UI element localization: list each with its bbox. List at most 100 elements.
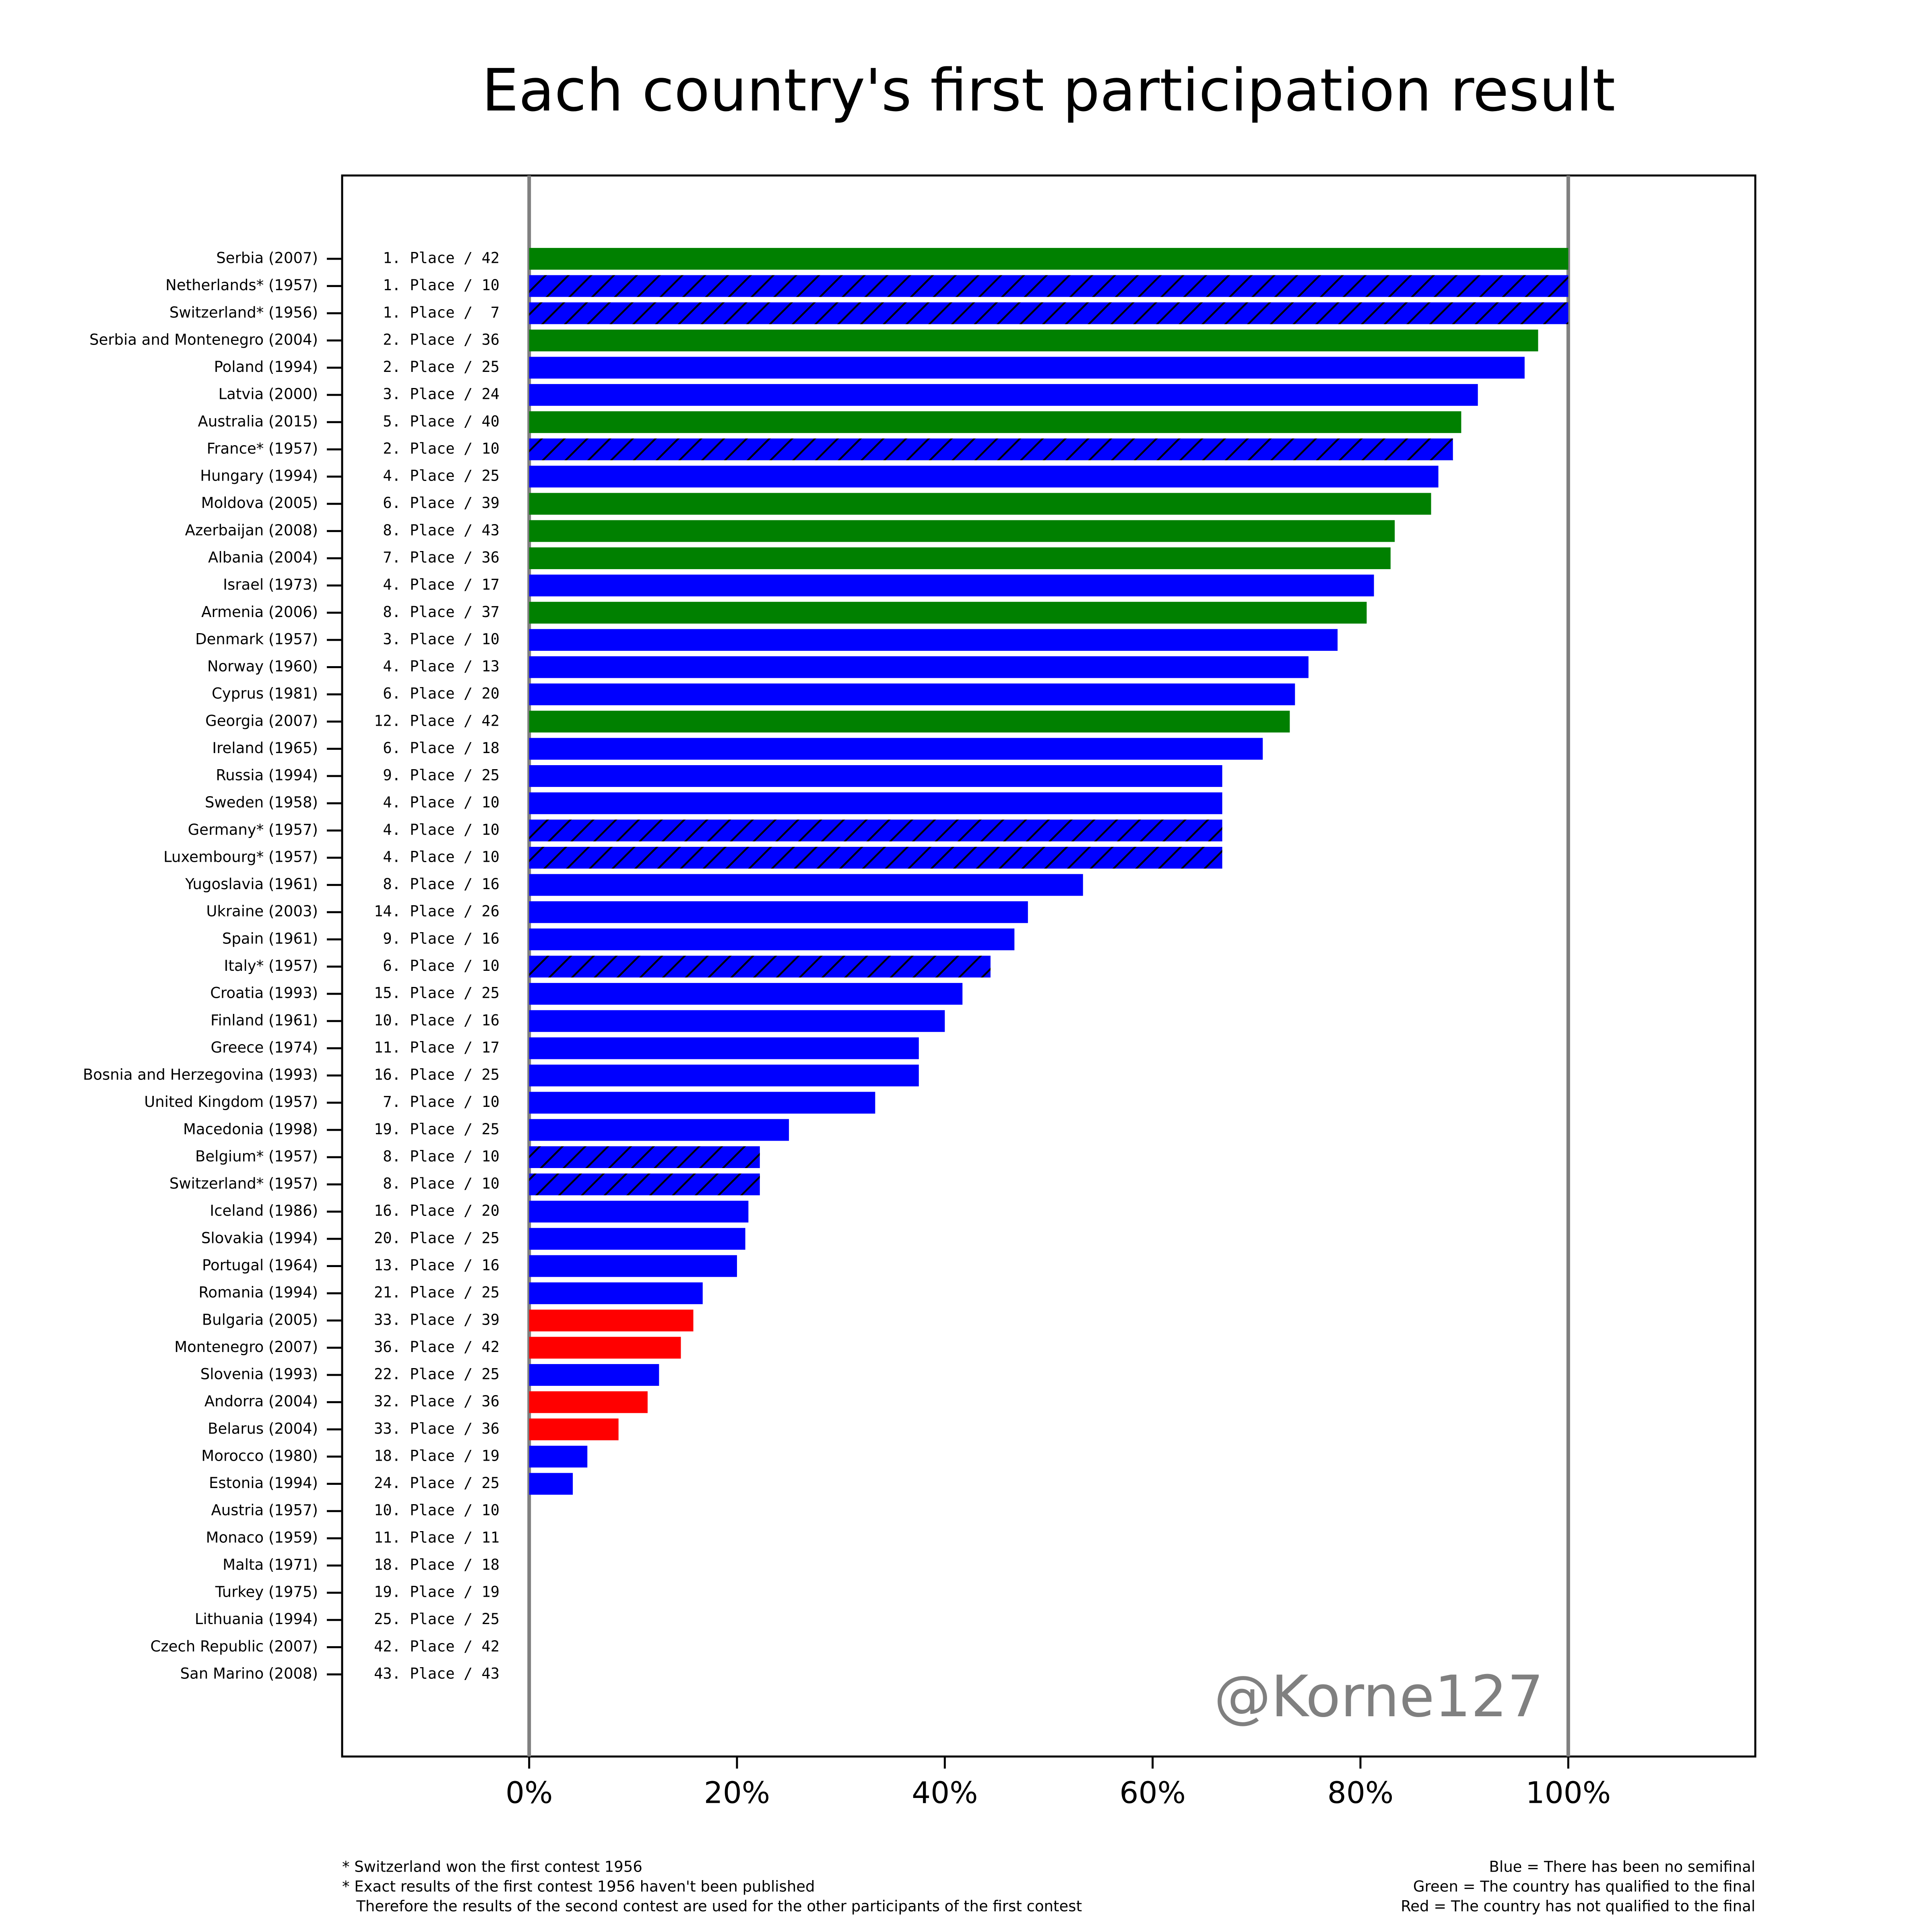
place-label: 18. Place / 19 xyxy=(374,1447,500,1464)
bar xyxy=(529,792,1222,814)
bar xyxy=(529,1337,681,1359)
y-tick-label: Montenegro (2007) xyxy=(174,1338,318,1356)
y-tick-label: Australia (2015) xyxy=(198,413,318,430)
place-label: 19. Place / 19 xyxy=(374,1583,500,1601)
y-tick-label: Greece (1974) xyxy=(211,1039,318,1056)
place-label: 11. Place / 17 xyxy=(374,1039,500,1056)
y-tick-label: Sweden (1958) xyxy=(205,794,318,811)
place-label: 10. Place / 16 xyxy=(374,1011,500,1029)
place-label: 36. Place / 42 xyxy=(374,1338,500,1356)
bar xyxy=(529,602,1367,624)
place-label: 24. Place / 25 xyxy=(374,1474,500,1492)
place-label: 1. Place / 7 xyxy=(383,304,500,321)
bar xyxy=(529,656,1309,678)
y-tick-label: Austria (1957) xyxy=(211,1502,318,1519)
y-tick-label: Israel (1973) xyxy=(223,576,318,593)
place-label: 21. Place / 25 xyxy=(374,1284,500,1301)
place-label: 8. Place / 37 xyxy=(383,603,500,621)
bar xyxy=(529,1445,588,1468)
y-tick-label: Slovenia (1993) xyxy=(200,1366,318,1383)
y-tick-label: Belarus (2004) xyxy=(208,1420,318,1437)
x-tick-label: 0% xyxy=(506,1776,553,1810)
bar-hatch xyxy=(529,302,1569,324)
y-tick-label: Serbia and Montenegro (2004) xyxy=(89,331,318,348)
y-tick-label: Poland (1994) xyxy=(214,358,318,376)
y-tick-label: Portugal (1964) xyxy=(202,1257,318,1274)
place-label: 43. Place / 43 xyxy=(374,1665,500,1682)
bar xyxy=(529,1119,789,1141)
x-tick-label: 80% xyxy=(1327,1776,1393,1810)
bar xyxy=(529,329,1538,351)
bar xyxy=(529,466,1439,488)
place-label: 13. Place / 16 xyxy=(374,1257,500,1274)
y-tick-label: Bulgaria (2005) xyxy=(202,1311,318,1328)
bar xyxy=(529,1282,703,1305)
y-tick-label: Switzerland* (1957) xyxy=(169,1175,318,1192)
y-tick-label: Belgium* (1957) xyxy=(195,1148,318,1165)
place-label: 2. Place / 36 xyxy=(383,331,500,348)
place-label: 4. Place / 10 xyxy=(383,794,500,811)
bar xyxy=(529,411,1461,433)
place-label: 11. Place / 11 xyxy=(374,1529,500,1546)
bar xyxy=(529,1092,875,1114)
y-tick-label: Ireland (1965) xyxy=(212,739,318,757)
footnote: * Switzerland won the first contest 1956 xyxy=(342,1858,642,1876)
y-tick-label: Estonia (1994) xyxy=(209,1474,318,1492)
y-tick-label: Luxembourg* (1957) xyxy=(163,848,318,865)
y-tick-label: Georgia (2007) xyxy=(205,712,318,729)
place-label: 8. Place / 43 xyxy=(383,522,500,539)
place-label: 14. Place / 26 xyxy=(374,903,500,920)
bar xyxy=(529,1201,749,1223)
place-label: 2. Place / 25 xyxy=(383,358,500,376)
place-label: 10. Place / 10 xyxy=(374,1502,500,1519)
place-label: 6. Place / 18 xyxy=(383,739,500,757)
bar xyxy=(529,1418,619,1441)
y-tick-label: Ukraine (2003) xyxy=(206,903,318,920)
y-tick-label: Moldova (2005) xyxy=(201,494,318,512)
y-tick-label: Switzerland* (1956) xyxy=(169,304,318,321)
place-label: 8. Place / 10 xyxy=(383,1148,500,1165)
y-tick-label: Croatia (1993) xyxy=(210,985,318,1002)
place-label: 4. Place / 13 xyxy=(383,658,500,675)
place-label: 4. Place / 25 xyxy=(383,467,500,485)
y-tick-label: Andorra (2004) xyxy=(204,1393,318,1410)
y-tick-label: Germany* (1957) xyxy=(188,821,318,838)
bar xyxy=(529,874,1083,896)
bar xyxy=(529,1064,919,1087)
place-label: 3. Place / 24 xyxy=(383,386,500,403)
y-tick-label: Czech Republic (2007) xyxy=(150,1638,318,1655)
bar xyxy=(529,629,1338,651)
bar xyxy=(529,1364,659,1386)
bar-hatch xyxy=(529,1173,760,1195)
bar xyxy=(529,384,1478,406)
y-tick-label: Turkey (1975) xyxy=(215,1583,318,1601)
y-tick-label: Azerbaijan (2008) xyxy=(185,522,318,539)
bar xyxy=(529,547,1391,570)
place-label: 42. Place / 42 xyxy=(374,1638,500,1655)
place-label: 8. Place / 16 xyxy=(383,875,500,893)
legend-note: Green = The country has qualified to the… xyxy=(1413,1878,1755,1895)
bar xyxy=(529,248,1569,270)
bar xyxy=(529,357,1525,379)
y-tick-label: Albania (2004) xyxy=(208,549,318,566)
bar xyxy=(529,493,1431,515)
y-tick-label: Denmark (1957) xyxy=(195,630,318,648)
legend-note: Blue = There has been no semifinal xyxy=(1489,1858,1755,1876)
y-tick-label: San Marino (2008) xyxy=(180,1665,318,1682)
bar xyxy=(529,710,1290,733)
y-tick-label: Morocco (1980) xyxy=(201,1447,318,1464)
place-label: 15. Place / 25 xyxy=(374,985,500,1002)
place-label: 18. Place / 18 xyxy=(374,1556,500,1573)
bar xyxy=(529,1255,737,1277)
watermark: @Korne127 xyxy=(1214,1664,1544,1730)
bar-hatch xyxy=(529,275,1569,297)
x-tick-label: 100% xyxy=(1526,1776,1611,1810)
place-label: 7. Place / 36 xyxy=(383,549,500,566)
place-label: 19. Place / 25 xyxy=(374,1121,500,1138)
place-label: 1. Place / 10 xyxy=(383,277,500,294)
place-label: 3. Place / 10 xyxy=(383,630,500,648)
place-label: 4. Place / 10 xyxy=(383,821,500,838)
bar xyxy=(529,738,1263,760)
bar xyxy=(529,1309,694,1331)
